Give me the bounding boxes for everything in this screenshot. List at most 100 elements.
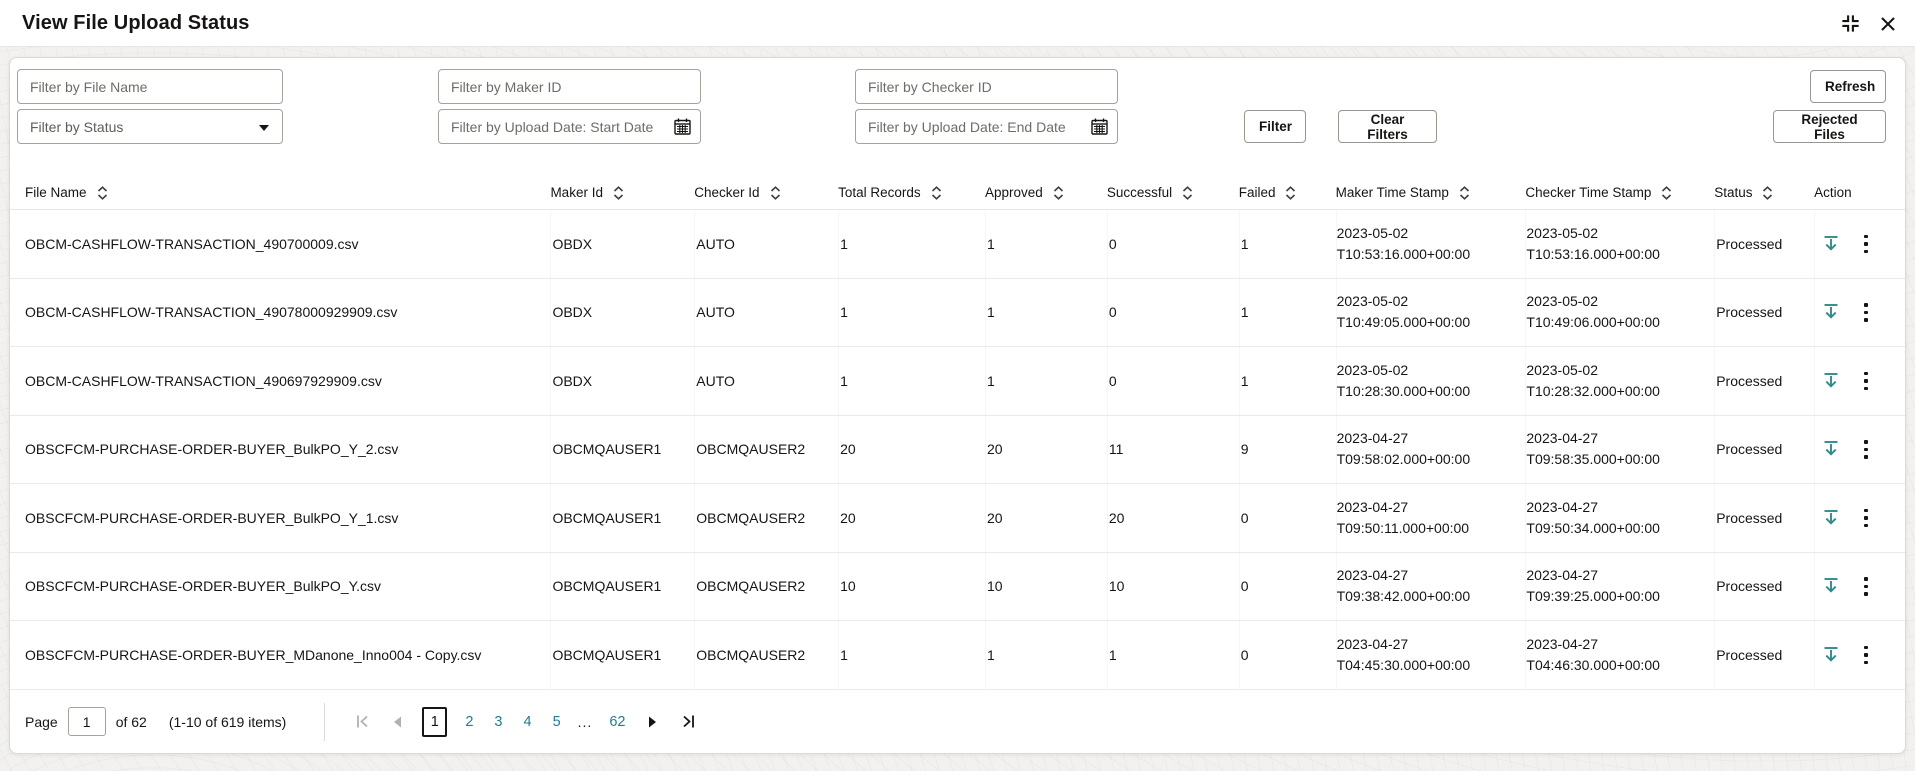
page-ellipsis: ...: [577, 713, 593, 730]
window-controls: [1839, 0, 1898, 47]
filter-maker-id-input[interactable]: [438, 69, 701, 104]
close-icon[interactable]: [1878, 14, 1898, 34]
column-header-total-records[interactable]: Total Records: [838, 185, 985, 200]
current-page-indicator[interactable]: 1: [422, 706, 448, 737]
filter-file-name-input[interactable]: [17, 69, 283, 104]
cell-maker-id: OBCMQAUSER1: [550, 553, 694, 621]
cell-failed: 0: [1239, 484, 1336, 552]
cell-approved: 1: [985, 210, 1107, 278]
cell-action: [1814, 347, 1905, 415]
clear-filters-button[interactable]: Clear Filters: [1338, 110, 1437, 143]
previous-page-icon[interactable]: [384, 709, 410, 735]
cell-checker-id: OBCMQAUSER2: [694, 553, 838, 621]
download-icon[interactable]: [1822, 372, 1840, 390]
cell-successful: 0: [1107, 347, 1239, 415]
cell-total-records: 1: [838, 347, 985, 415]
kebab-menu-icon[interactable]: [1860, 233, 1872, 256]
download-icon[interactable]: [1822, 235, 1840, 253]
cell-total-records: 10: [838, 553, 985, 621]
sort-icon[interactable]: [1285, 185, 1296, 200]
sort-icon[interactable]: [1459, 185, 1470, 200]
cell-checker-time-stamp: 2023-04-27 T09:58:35.000+00:00: [1525, 416, 1714, 484]
cell-failed: 0: [1239, 553, 1336, 621]
filter-button[interactable]: Filter: [1244, 110, 1306, 143]
cell-total-records: 1: [838, 621, 985, 689]
cell-maker-id: OBDX: [550, 210, 694, 278]
column-header-maker-id[interactable]: Maker Id: [550, 185, 694, 200]
sort-icon[interactable]: [97, 185, 108, 200]
filter-status-select[interactable]: Filter by Status: [17, 109, 283, 144]
page-link-5[interactable]: 5: [552, 713, 561, 730]
sort-icon[interactable]: [931, 185, 942, 200]
cell-approved: 10: [985, 553, 1107, 621]
kebab-menu-icon[interactable]: [1860, 370, 1872, 393]
sort-icon[interactable]: [1661, 185, 1672, 200]
calendar-icon[interactable]: [1090, 117, 1109, 141]
cell-checker-id: OBCMQAUSER2: [694, 416, 838, 484]
chevron-down-icon: [259, 125, 269, 131]
kebab-menu-icon[interactable]: [1860, 301, 1872, 324]
sort-icon[interactable]: [1762, 185, 1773, 200]
cell-failed: 1: [1239, 210, 1336, 278]
kebab-menu-icon[interactable]: [1860, 644, 1872, 667]
kebab-menu-icon[interactable]: [1860, 438, 1872, 461]
column-header-checker-time-stamp[interactable]: Checker Time Stamp: [1525, 185, 1714, 200]
cell-checker-time-stamp: 2023-04-27 T09:50:34.000+00:00: [1525, 484, 1714, 552]
pagination-nav: 1 2 3 4 5 ... 62: [349, 706, 701, 737]
kebab-menu-icon[interactable]: [1860, 575, 1872, 598]
column-header-failed[interactable]: Failed: [1239, 185, 1336, 200]
filter-end-date-input[interactable]: [855, 109, 1118, 144]
page-link-2[interactable]: 2: [465, 713, 474, 730]
column-header-action: Action: [1814, 185, 1852, 200]
table-row: OBCM-CASHFLOW-TRANSACTION_490697929909.c…: [10, 347, 1905, 416]
column-header-successful[interactable]: Successful: [1107, 185, 1239, 200]
cell-checker-id: AUTO: [694, 279, 838, 347]
cell-file-name: OBSCFCM-PURCHASE-ORDER-BUYER_MDanone_Inn…: [25, 646, 482, 663]
cell-maker-time-stamp: 2023-05-02 T10:53:16.000+00:00: [1336, 210, 1526, 278]
sort-icon[interactable]: [770, 185, 781, 200]
column-header-maker-time-stamp[interactable]: Maker Time Stamp: [1336, 185, 1526, 200]
column-header-status[interactable]: Status: [1714, 185, 1814, 200]
kebab-menu-icon[interactable]: [1860, 507, 1872, 530]
page-number-input[interactable]: [67, 707, 106, 736]
cell-maker-time-stamp: 2023-04-27 T04:45:30.000+00:00: [1336, 621, 1526, 689]
column-header-file-name[interactable]: File Name: [25, 185, 550, 200]
calendar-icon[interactable]: [673, 117, 692, 141]
cell-file-name: OBSCFCM-PURCHASE-ORDER-BUYER_BulkPO_Y_2.…: [25, 441, 399, 458]
cell-total-records: 20: [838, 484, 985, 552]
download-icon[interactable]: [1822, 303, 1840, 321]
cell-successful: 1: [1107, 621, 1239, 689]
download-icon[interactable]: [1822, 646, 1840, 664]
filter-checker-id-input[interactable]: [855, 69, 1118, 104]
page-link-4[interactable]: 4: [523, 713, 532, 730]
exit-fullscreen-icon[interactable]: [1839, 12, 1862, 35]
column-header-checker-id[interactable]: Checker Id: [694, 185, 838, 200]
table-body: OBCM-CASHFLOW-TRANSACTION_490700009.csv …: [10, 210, 1905, 690]
cell-status: Processed: [1714, 416, 1814, 484]
cell-approved: 1: [985, 279, 1107, 347]
download-icon[interactable]: [1822, 509, 1840, 527]
download-icon[interactable]: [1822, 577, 1840, 595]
refresh-button[interactable]: Refresh: [1810, 70, 1886, 103]
cell-checker-time-stamp: 2023-05-02 T10:28:32.000+00:00: [1525, 347, 1714, 415]
page-link-last[interactable]: 62: [609, 713, 626, 730]
cell-approved: 1: [985, 347, 1107, 415]
cell-failed: 0: [1239, 621, 1336, 689]
download-icon[interactable]: [1822, 440, 1840, 458]
cell-successful: 0: [1107, 279, 1239, 347]
cell-checker-id: AUTO: [694, 210, 838, 278]
rejected-files-button[interactable]: Rejected Files: [1773, 110, 1886, 143]
column-header-approved[interactable]: Approved: [985, 185, 1107, 200]
cell-action: [1814, 621, 1905, 689]
last-page-icon[interactable]: [675, 709, 701, 735]
filter-start-date-input[interactable]: [438, 109, 701, 144]
next-page-icon[interactable]: [640, 709, 666, 735]
cell-maker-time-stamp: 2023-04-27 T09:58:02.000+00:00: [1336, 416, 1526, 484]
sort-icon[interactable]: [1053, 185, 1064, 200]
sort-icon[interactable]: [613, 185, 624, 200]
sort-icon[interactable]: [1182, 185, 1193, 200]
cell-total-records: 20: [838, 416, 985, 484]
page-link-3[interactable]: 3: [494, 713, 503, 730]
first-page-icon[interactable]: [349, 709, 375, 735]
file-upload-status-panel: Filter by Status Refresh: [9, 57, 1906, 754]
